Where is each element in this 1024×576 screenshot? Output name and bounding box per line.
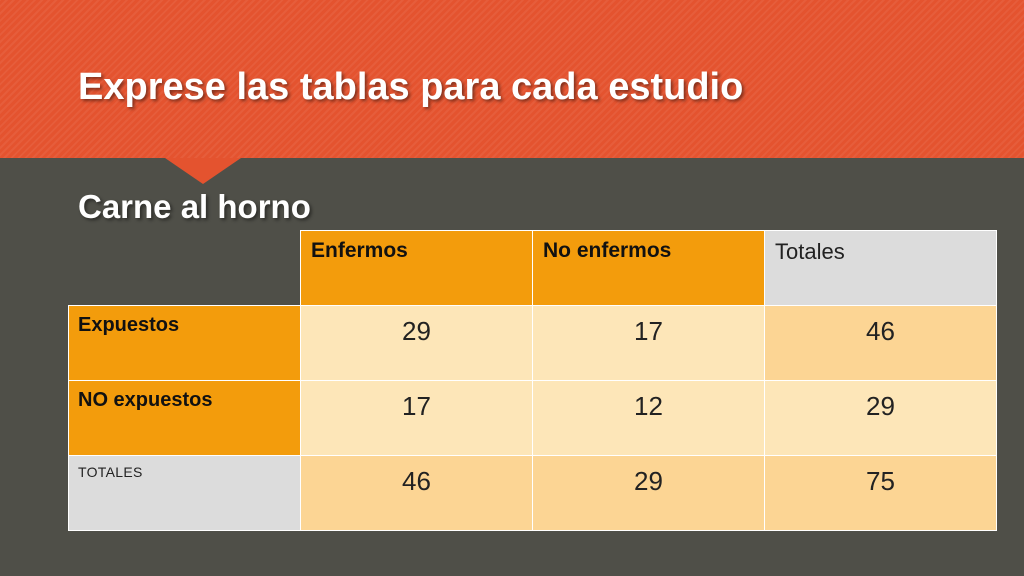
cell-value: 46	[866, 316, 895, 346]
table-cell: 17	[532, 305, 765, 381]
table-cell: 46	[764, 305, 997, 381]
cell-value: 17	[402, 391, 431, 421]
table-row: Expuestos 29 17 46	[68, 305, 997, 381]
cell-value: 29	[866, 391, 895, 421]
table-cell: 46	[300, 455, 533, 531]
column-header-label: No enfermos	[543, 239, 672, 262]
table-cell: 75	[764, 455, 997, 531]
banner-notch	[165, 158, 241, 184]
cell-value: 29	[402, 316, 431, 346]
slide-subtitle: Carne al horno	[78, 188, 311, 225]
column-header-no-enfermos: No enfermos	[532, 230, 765, 306]
cell-value: 12	[634, 391, 663, 421]
table-cell: 17	[300, 380, 533, 456]
table-row: NO expuestos 17 12 29	[68, 380, 997, 456]
title-banner	[0, 0, 1024, 158]
row-header-label: TOTALES	[78, 464, 143, 480]
row-header-label: Expuestos	[78, 314, 180, 336]
cell-value: 17	[634, 316, 663, 346]
table-cell: 29	[532, 455, 765, 531]
row-header-expuestos: Expuestos	[68, 305, 301, 381]
table-row: TOTALES 46 29 75	[68, 455, 997, 531]
slide-title: Exprese las tablas para cada estudio	[78, 66, 744, 108]
table-cell: 29	[300, 305, 533, 381]
table-header-row: Enfermos No enfermos Totales	[68, 230, 997, 306]
column-header-totales: Totales	[764, 230, 997, 306]
table-corner-cell	[68, 230, 301, 306]
column-header-label: Totales	[775, 239, 845, 264]
column-header-label: Enfermos	[311, 239, 408, 262]
cell-value: 75	[866, 466, 895, 496]
row-header-totales: TOTALES	[68, 455, 301, 531]
cell-value: 29	[634, 466, 663, 496]
cell-value: 46	[402, 466, 431, 496]
row-header-no-expuestos: NO expuestos	[68, 380, 301, 456]
row-header-label: NO expuestos	[78, 389, 213, 411]
table-cell: 12	[532, 380, 765, 456]
table-cell: 29	[764, 380, 997, 456]
contingency-table: Enfermos No enfermos Totales Expuestos 2…	[68, 230, 997, 531]
column-header-enfermos: Enfermos	[300, 230, 533, 306]
